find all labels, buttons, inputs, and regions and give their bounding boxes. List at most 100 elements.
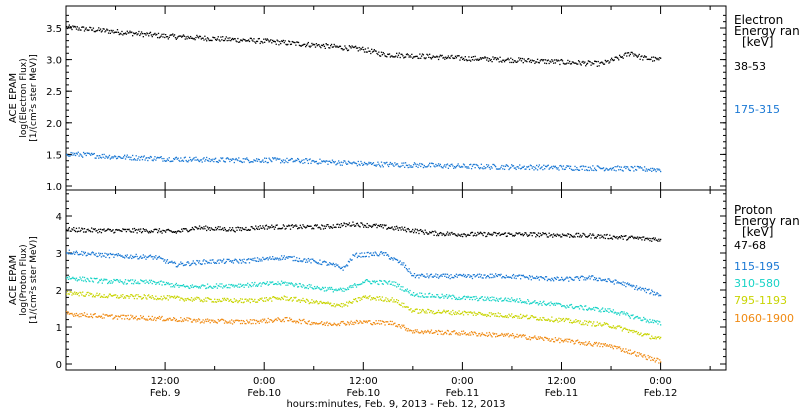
data-point xyxy=(338,289,341,291)
data-point xyxy=(551,277,553,280)
data-point xyxy=(81,26,83,28)
data-point xyxy=(87,278,89,280)
data-point xyxy=(426,232,428,234)
data-point xyxy=(460,274,462,276)
data-point xyxy=(350,259,352,261)
data-point xyxy=(337,323,339,325)
data-point xyxy=(318,226,320,228)
data-point xyxy=(229,299,231,302)
data-point xyxy=(412,166,414,168)
data-point xyxy=(541,234,543,236)
data-point xyxy=(315,300,318,302)
data-point xyxy=(121,230,123,233)
data-point xyxy=(82,314,84,316)
legend-title: Energy range xyxy=(734,214,800,228)
data-point xyxy=(280,299,282,301)
data-point xyxy=(324,47,326,50)
data-point xyxy=(576,339,578,342)
data-point xyxy=(486,235,488,237)
data-point xyxy=(456,311,458,314)
data-point xyxy=(480,334,483,336)
data-point xyxy=(180,317,182,319)
data-point xyxy=(299,319,301,322)
data-point xyxy=(235,319,237,321)
data-point xyxy=(104,252,106,254)
data-point xyxy=(297,158,300,161)
data-point xyxy=(547,164,549,166)
data-point xyxy=(180,261,182,263)
data-point xyxy=(192,38,194,40)
data-point xyxy=(336,223,338,226)
data-point xyxy=(263,319,265,322)
data-point xyxy=(268,298,270,300)
data-point xyxy=(556,60,558,62)
data-point xyxy=(198,319,201,321)
data-point xyxy=(609,168,611,170)
data-point xyxy=(542,301,544,304)
data-point xyxy=(169,297,171,299)
data-point xyxy=(213,160,215,163)
data-point xyxy=(165,229,168,231)
data-point xyxy=(526,302,528,305)
data-point xyxy=(502,59,504,61)
data-point xyxy=(187,285,189,288)
data-point xyxy=(624,235,626,237)
data-point xyxy=(233,230,235,232)
data-point xyxy=(66,252,68,254)
data-point xyxy=(164,160,166,162)
data-point xyxy=(155,283,157,286)
data-point xyxy=(416,293,418,295)
data-point xyxy=(469,311,471,314)
data-point xyxy=(361,222,363,224)
data-point xyxy=(338,304,340,306)
data-point xyxy=(97,282,99,284)
data-point xyxy=(647,354,649,357)
data-point xyxy=(436,330,438,333)
data-point xyxy=(493,231,495,234)
data-point xyxy=(216,260,219,262)
data-point xyxy=(89,280,91,283)
data-point xyxy=(565,63,567,65)
data-point xyxy=(267,161,269,164)
data-point xyxy=(607,308,609,310)
data-point xyxy=(305,226,308,228)
data-point xyxy=(99,254,101,256)
data-point xyxy=(453,330,455,332)
data-point xyxy=(89,153,91,155)
data-point xyxy=(313,285,316,288)
data-point xyxy=(88,280,90,282)
data-point xyxy=(601,325,603,327)
data-point xyxy=(550,319,552,321)
data-point xyxy=(359,283,361,286)
data-point xyxy=(319,227,321,229)
data-point xyxy=(456,276,458,278)
data-point xyxy=(283,295,285,297)
data-point xyxy=(610,237,612,240)
data-point xyxy=(656,336,658,339)
data-point xyxy=(565,234,567,236)
data-point xyxy=(592,63,594,65)
data-point xyxy=(642,236,644,238)
data-point xyxy=(512,273,515,276)
data-point xyxy=(484,296,486,298)
data-point xyxy=(326,160,328,162)
data-point xyxy=(197,320,199,322)
data-point xyxy=(100,315,103,317)
data-point xyxy=(572,279,574,281)
data-point xyxy=(218,262,220,264)
data-point xyxy=(469,234,471,236)
data-point xyxy=(292,259,294,262)
data-point xyxy=(313,44,316,46)
data-point xyxy=(297,286,299,288)
data-point xyxy=(590,168,592,170)
data-point xyxy=(204,228,206,230)
data-point xyxy=(466,167,468,169)
data-point xyxy=(577,320,580,322)
data-point xyxy=(539,167,541,170)
data-point xyxy=(399,56,401,59)
data-point xyxy=(579,343,582,346)
data-point xyxy=(610,57,613,59)
data-point xyxy=(461,330,463,333)
data-point xyxy=(295,44,297,46)
data-point xyxy=(462,166,464,168)
